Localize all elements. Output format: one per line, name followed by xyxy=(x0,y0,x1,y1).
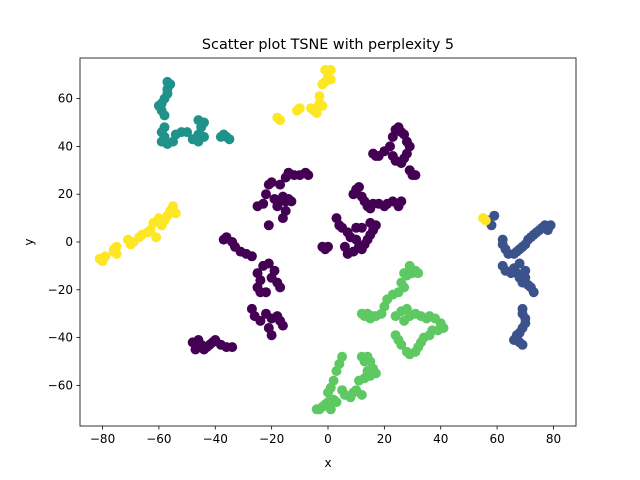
x-axis: −80 −60 −40 −20 0 20 40 60 80 xyxy=(90,426,561,446)
scatter-point xyxy=(261,287,271,298)
scatter-point xyxy=(410,170,421,181)
scatter-point xyxy=(323,241,333,252)
scatter-point xyxy=(227,342,238,353)
scatter-point xyxy=(509,335,519,345)
chart-title: Scatter plot TSNE with perplexity 5 xyxy=(202,37,454,53)
y-tick-label: −20 xyxy=(48,283,73,297)
scatter-point xyxy=(280,172,291,183)
scatter-point xyxy=(303,170,314,181)
scatter-point xyxy=(275,179,286,190)
y-tick-label: −60 xyxy=(48,378,73,392)
scatter-point xyxy=(489,210,500,221)
x-tick-label: −20 xyxy=(259,432,284,446)
scatter-point xyxy=(317,79,328,90)
scatter-point xyxy=(277,213,288,224)
scatter-point xyxy=(368,311,379,322)
scatter-point xyxy=(387,151,398,161)
scatter-point xyxy=(263,258,274,269)
y-tick-label: 40 xyxy=(58,139,73,153)
x-axis-title: x xyxy=(324,456,331,470)
x-tick-label: −60 xyxy=(146,432,171,446)
scatter-point xyxy=(514,258,525,269)
scatter-point xyxy=(272,112,283,123)
scatter-point xyxy=(390,330,401,341)
scatter-point xyxy=(108,246,119,257)
scatter-point xyxy=(331,397,342,408)
scatter-point xyxy=(323,387,333,398)
scatter-point xyxy=(348,246,359,257)
scatter-point xyxy=(199,117,209,128)
x-tick-label: 0 xyxy=(324,432,332,446)
scatter-point xyxy=(356,389,367,400)
scatter-point xyxy=(413,268,424,279)
scatter-point xyxy=(261,189,271,200)
scatter-point xyxy=(275,282,286,293)
scatter-point xyxy=(224,134,235,145)
scatter-point xyxy=(517,339,528,350)
scatter-point xyxy=(151,232,162,243)
points-layer xyxy=(94,64,556,415)
scatter-point xyxy=(404,260,415,271)
scatter-point xyxy=(545,220,556,231)
x-tick-label: 20 xyxy=(377,432,392,446)
scatter-point xyxy=(170,208,181,219)
scatter-point xyxy=(520,265,531,276)
scatter-point xyxy=(266,177,277,188)
scatter-point xyxy=(351,222,362,233)
scatter-point xyxy=(385,141,395,152)
y-tick-label: 0 xyxy=(65,235,73,249)
scatter-point xyxy=(286,196,297,207)
scatter-point xyxy=(311,108,322,118)
scatter-point xyxy=(246,251,257,262)
y-tick-label: 20 xyxy=(58,187,73,201)
scatter-point xyxy=(266,330,277,341)
y-axis: −60 −40 −20 0 20 40 60 xyxy=(48,92,80,392)
scatter-point xyxy=(331,366,342,376)
scatter-point xyxy=(159,110,170,121)
scatter-point xyxy=(325,74,336,85)
scatter-point xyxy=(255,315,266,326)
y-axis-title: y xyxy=(22,238,36,245)
x-tick-label: −40 xyxy=(203,432,228,446)
scatter-point xyxy=(258,198,269,209)
x-tick-label: −80 xyxy=(90,432,115,446)
x-tick-label: 40 xyxy=(433,432,448,446)
scatter-point xyxy=(396,196,407,207)
scatter-point xyxy=(365,217,376,228)
x-tick-label: 80 xyxy=(546,432,561,446)
x-tick-label: 60 xyxy=(489,432,504,446)
scatter-point xyxy=(190,344,201,355)
y-tick-label: −40 xyxy=(48,331,73,345)
scatter-point xyxy=(354,182,364,192)
scatter-point xyxy=(314,91,325,102)
scatter-point xyxy=(201,342,212,353)
scatter-point xyxy=(528,287,539,298)
scatter-point xyxy=(97,256,108,267)
scatter-point xyxy=(401,346,412,357)
scatter-point xyxy=(480,215,491,226)
scatter-point xyxy=(122,234,133,245)
scatter-point xyxy=(263,220,274,231)
scatter-point xyxy=(325,404,336,415)
y-tick-label: 60 xyxy=(58,92,73,106)
scatter-point xyxy=(182,127,193,138)
scatter-point xyxy=(314,404,325,415)
scatter-point xyxy=(354,375,364,386)
scatter-point xyxy=(277,320,288,331)
scatter-point xyxy=(292,105,302,116)
